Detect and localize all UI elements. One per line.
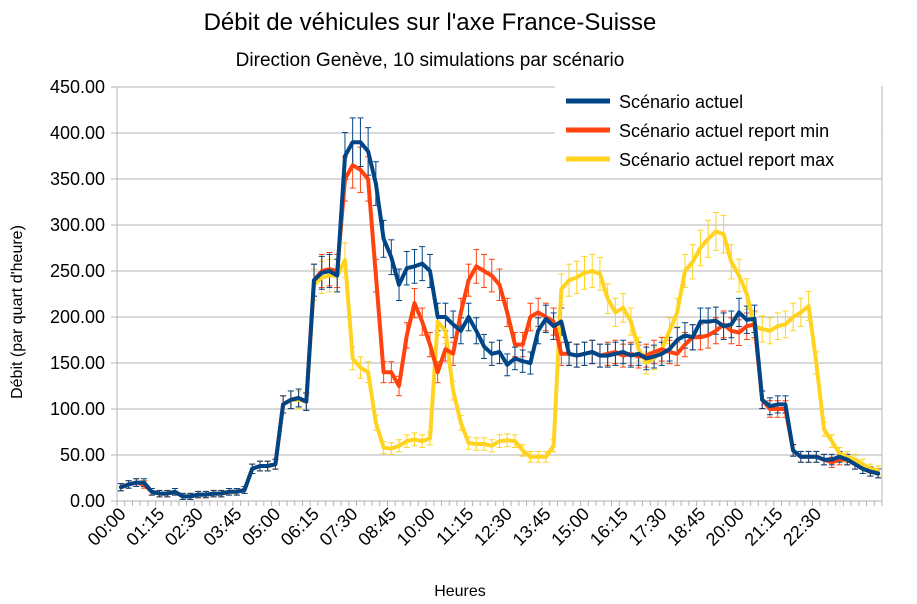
x-tick-label: 22:30 — [779, 504, 825, 550]
y-tick-label: 450.00 — [50, 77, 105, 97]
y-axis-title: Débit (par quart d'heure) — [9, 225, 26, 399]
x-axis-title: Heures — [434, 583, 486, 600]
y-axis-ticks: 0.00 50.00 100.00 150.00 200.00 250.00 300.00 3… — [50, 77, 117, 511]
x-tick-label: 11:15 — [432, 504, 477, 549]
y-tick-label: 100.00 — [50, 399, 105, 419]
x-tick-label: 10:00 — [393, 504, 439, 550]
chart-subtitle: Direction Genève, 10 simulations par scé… — [236, 50, 625, 71]
x-tick-label: 08:45 — [354, 504, 400, 550]
y-tick-label: 0.00 — [70, 491, 105, 511]
y-tick-label: 150.00 — [50, 353, 105, 373]
x-tick-label: 05:00 — [238, 504, 284, 550]
legend-label: Scénario actuel report max — [619, 150, 834, 170]
x-tick-label: 13:45 — [509, 504, 555, 550]
x-tick-label: 06:15 — [277, 504, 323, 550]
x-tick-label: 03:45 — [200, 504, 246, 550]
y-tick-label: 350.00 — [50, 169, 105, 189]
x-tick-label: 17:30 — [625, 504, 671, 550]
x-tick-label: 20:00 — [702, 504, 748, 550]
x-tick-label: 02:30 — [161, 504, 207, 550]
y-tick-label: 300.00 — [50, 215, 105, 235]
legend: Scénario actuel Scénario actuel report mi… — [555, 86, 881, 178]
x-tick-label: 12:30 — [470, 504, 516, 550]
series-line — [118, 140, 881, 499]
legend-label: Scénario actuel report min — [619, 121, 829, 141]
chart-title: Débit de véhicules sur l'axe France-Suis… — [204, 9, 657, 36]
y-tick-label: 200.00 — [50, 307, 105, 327]
x-tick-label: 15:00 — [547, 504, 593, 550]
series-lines — [118, 140, 881, 499]
x-axis-ticks: 00:0001:1502:3003:4505:0006:1507:3008:45… — [84, 501, 883, 550]
x-tick-label: 18:45 — [663, 504, 709, 550]
x-tick-label: 16:15 — [586, 504, 632, 550]
y-tick-label: 250.00 — [50, 261, 105, 281]
x-tick-label: 07:30 — [316, 504, 362, 550]
y-tick-label: 50.00 — [60, 445, 105, 465]
plot-area — [116, 87, 883, 502]
y-tick-label: 400.00 — [50, 123, 105, 143]
x-tick-label: 01:15 — [122, 504, 168, 550]
x-tick-label: 21:15 — [741, 504, 787, 550]
legend-label: Scénario actuel — [619, 92, 743, 112]
